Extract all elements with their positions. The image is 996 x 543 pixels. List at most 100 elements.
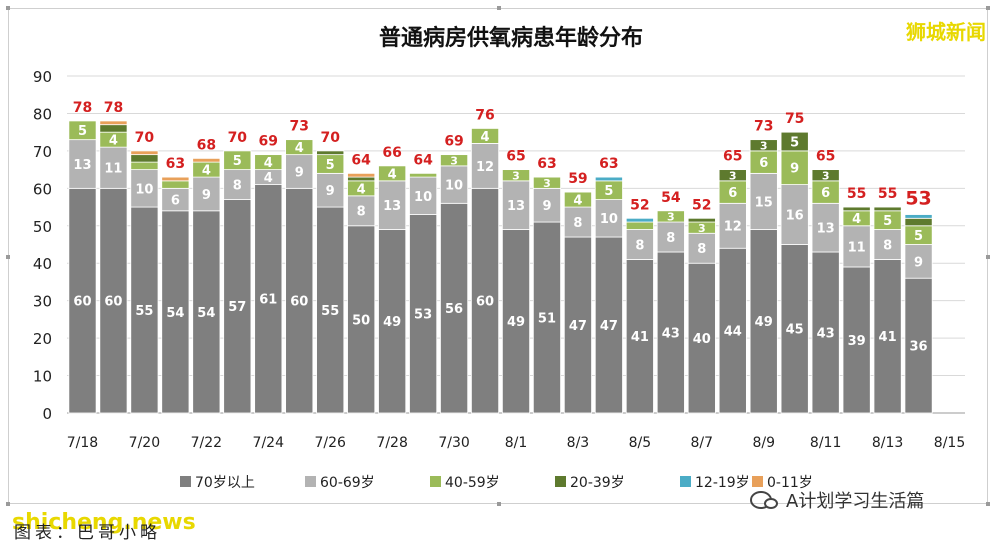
segment-value-label: 13 [507, 199, 525, 214]
bar-segment [749, 229, 778, 414]
bar-segment [130, 154, 159, 163]
x-tick-label: 7/18 [67, 435, 98, 451]
segment-value-label: 49 [383, 315, 401, 330]
bar-segment [347, 225, 376, 414]
segment-value-label: 4 [264, 171, 273, 186]
segment-value-label: 4 [388, 167, 397, 182]
legend-label: 60-69岁 [320, 475, 375, 491]
segment-value-label: 60 [104, 295, 122, 310]
y-tick-label: 70 [33, 143, 52, 161]
bar-segment [532, 176, 561, 189]
bar-segment [594, 176, 623, 182]
segment-value-label: 54 [166, 306, 184, 321]
bar-segment [749, 139, 778, 152]
segment-value-label: 43 [662, 326, 680, 341]
total-value-label: 69 [259, 134, 278, 150]
bar-segment [656, 251, 685, 414]
total-value-label: 70 [135, 130, 155, 146]
bar-segment [780, 184, 809, 245]
y-tick-label: 10 [33, 368, 52, 386]
bar-segment [842, 206, 871, 212]
legend-swatch [180, 476, 191, 487]
bar-segment [687, 232, 716, 264]
segment-value-label: 3 [512, 169, 520, 182]
legend-swatch [752, 476, 763, 487]
total-value-label: 64 [351, 152, 371, 168]
segment-value-label: 5 [233, 154, 242, 169]
segment-value-label: 12 [724, 220, 742, 235]
brand-logo-text: 狮城新闻 [906, 20, 986, 44]
bar-segment [532, 187, 561, 223]
segment-value-label: 43 [817, 326, 835, 341]
bar-segment [811, 251, 840, 414]
segment-value-label: 4 [109, 134, 118, 149]
segment-value-label: 15 [755, 195, 773, 210]
resize-handle-left[interactable] [6, 255, 10, 259]
y-tick-label: 60 [33, 180, 52, 198]
segment-value-label: 11 [848, 240, 866, 255]
bar-segment [471, 142, 500, 189]
total-value-label: 59 [568, 171, 587, 187]
bar-segment [409, 176, 438, 215]
legend-label: 70岁以上 [195, 475, 255, 491]
legend-swatch [680, 476, 691, 487]
legend-label: 12-19岁 [695, 475, 750, 491]
resize-handle-bottom[interactable] [497, 502, 501, 506]
segment-value-label: 8 [233, 179, 242, 194]
bar-segment [780, 131, 809, 152]
bar-segment [718, 247, 747, 414]
segment-value-label: 3 [760, 139, 768, 152]
bar-segment [99, 124, 128, 133]
bar-segment [378, 180, 407, 230]
bar-segment [378, 229, 407, 414]
segment-value-label: 10 [600, 212, 618, 227]
bar-segment [563, 191, 592, 208]
bar-segment [99, 120, 128, 126]
bar-segment [223, 199, 252, 414]
resize-handle-bottom-left[interactable] [6, 502, 10, 506]
segment-value-label: 45 [786, 323, 804, 338]
segment-value-label: 39 [848, 334, 866, 349]
bar-segment [223, 169, 252, 200]
bar-segment [440, 202, 469, 414]
x-tick-label: 8/1 [505, 435, 528, 451]
segment-value-label: 56 [445, 302, 463, 317]
bar-segment [625, 217, 654, 223]
wechat-account-name: A计划学习生活篇 [786, 491, 925, 512]
bar-segment [501, 169, 531, 182]
resize-handle-bottom-right[interactable] [986, 502, 990, 506]
resize-handle-right[interactable] [986, 255, 990, 259]
segment-value-label: 44 [724, 325, 742, 340]
legend-swatch [305, 476, 316, 487]
segment-value-label: 13 [73, 158, 91, 173]
bar-segment [501, 180, 531, 230]
bar-segment [904, 244, 933, 279]
segment-value-label: 61 [259, 293, 277, 308]
segment-value-label: 54 [197, 306, 215, 321]
segment-value-label: 57 [228, 300, 246, 315]
bar-segment [223, 150, 252, 171]
bar-segment [904, 217, 933, 227]
bar-segment [594, 199, 623, 238]
total-value-label: 64 [413, 152, 433, 168]
resize-handle-top-right[interactable] [986, 6, 990, 10]
chart-title: 普通病房供氧病患年龄分布 [379, 25, 643, 51]
segment-value-label: 8 [883, 238, 892, 253]
segment-value-label: 11 [104, 162, 122, 177]
x-tick-label: 7/22 [191, 435, 222, 451]
bar-segment [254, 184, 283, 414]
x-tick-label: 8/5 [629, 435, 652, 451]
total-value-label: 75 [785, 111, 804, 127]
bar-segment [842, 266, 871, 414]
bar-segment [563, 236, 592, 414]
y-tick-label: 0 [42, 405, 52, 423]
segment-value-label: 60 [73, 295, 91, 310]
total-value-label: 65 [816, 149, 835, 165]
bar-segment [501, 229, 531, 414]
bar-segment [811, 169, 840, 182]
segment-value-label: 41 [879, 330, 897, 345]
resize-handle-top-left[interactable] [6, 6, 10, 10]
resize-handle-top[interactable] [497, 6, 501, 10]
legend-swatch [430, 476, 441, 487]
bar-segment [68, 120, 97, 141]
